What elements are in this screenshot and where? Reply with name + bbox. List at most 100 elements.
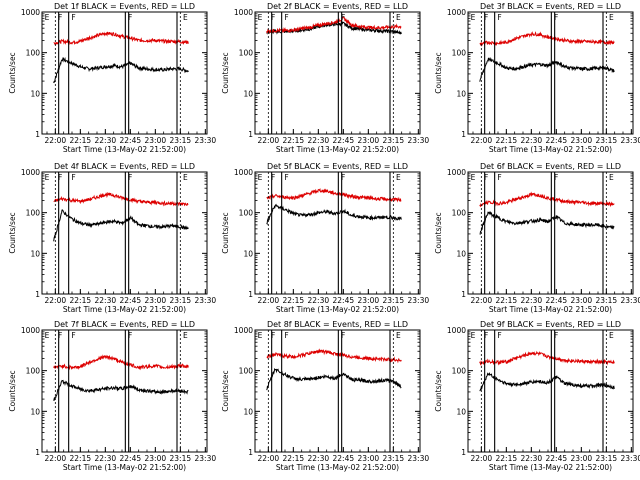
x-tick-label: 23:30 <box>621 296 640 305</box>
x-axis-title: Start Time (13-May-02 21:52:00) <box>489 145 612 154</box>
region-label: F <box>497 13 501 22</box>
panel-title: Det 2f BLACK = Events, RED = LLD <box>267 2 408 11</box>
y-tick-label: 1 <box>248 130 253 139</box>
region-label: F <box>284 331 288 340</box>
region-label: F <box>497 331 501 340</box>
x-tick-label: 22:45 <box>546 296 568 305</box>
x-tick-label: 22:30 <box>521 136 543 145</box>
y-axis-title: Counts/sec <box>434 52 443 93</box>
y-tick-label: 1 <box>461 290 466 299</box>
x-tick-label: 23:00 <box>358 454 380 463</box>
y-tick-label: 1000 <box>447 8 466 17</box>
x-axis-title: Start Time (13-May-02 21:52:00) <box>489 463 612 472</box>
x-tick-label: 23:00 <box>145 136 167 145</box>
x-tick-label: 22:45 <box>120 454 142 463</box>
x-axis-title: Start Time (13-May-02 21:52:00) <box>63 463 186 472</box>
x-tick-label: 22:15 <box>496 136 518 145</box>
x-tick-label: 22:00 <box>471 296 493 305</box>
y-tick-label: 100 <box>452 367 467 376</box>
region-label: F <box>284 173 288 182</box>
plot-frame <box>254 171 421 295</box>
y-tick-label: 1000 <box>21 168 40 177</box>
region-label: F <box>128 13 132 22</box>
y-tick-label: 1 <box>248 448 253 457</box>
region-label: E <box>471 13 476 22</box>
region-label: F <box>554 331 558 340</box>
events-series-line <box>479 372 615 392</box>
region-label: F <box>484 173 488 182</box>
x-tick-label: 22:45 <box>333 296 355 305</box>
events-series-line <box>266 367 402 391</box>
x-tick-label: 23:15 <box>383 296 405 305</box>
y-tick-label: 10 <box>30 249 40 258</box>
x-tick-label: 22:30 <box>308 136 330 145</box>
lld-series-line <box>266 187 402 203</box>
y-tick-label: 10 <box>456 249 466 258</box>
x-tick-label: 23:30 <box>621 136 640 145</box>
y-tick-label: 100 <box>26 49 41 58</box>
region-label: F <box>341 331 345 340</box>
region-label: F <box>484 13 488 22</box>
panel-title: Det 4f BLACK = Events, RED = LLD <box>54 162 195 171</box>
region-label: E <box>609 173 614 182</box>
region-label: F <box>58 13 62 22</box>
lld-series-line <box>479 31 615 47</box>
x-tick-label: 23:15 <box>170 136 192 145</box>
region-label: F <box>71 331 75 340</box>
lld-series-line <box>266 348 402 364</box>
y-axis-title: Counts/sec <box>434 370 443 411</box>
y-axis-title: Counts/sec <box>221 212 230 253</box>
y-tick-label: 10 <box>456 407 466 416</box>
region-label: E <box>471 173 476 182</box>
region-label: F <box>484 331 488 340</box>
y-axis-title: Counts/sec <box>8 370 17 411</box>
plot-frame <box>467 171 634 295</box>
x-tick-label: 22:00 <box>45 136 67 145</box>
x-axis-title: Start Time (13-May-02 21:52:00) <box>63 145 186 154</box>
lld-series-line <box>53 191 189 207</box>
x-tick-label: 22:30 <box>95 454 117 463</box>
region-label: E <box>396 331 401 340</box>
y-tick-label: 1 <box>35 290 40 299</box>
panel-title: Det 3f BLACK = Events, RED = LLD <box>480 2 621 11</box>
x-tick-label: 22:00 <box>45 454 67 463</box>
y-axis-title: Counts/sec <box>8 52 17 93</box>
y-tick-label: 1 <box>35 130 40 139</box>
region-label: E <box>258 13 263 22</box>
y-tick-label: 100 <box>239 49 254 58</box>
x-tick-label: 22:45 <box>333 136 355 145</box>
plot-frame <box>41 11 208 135</box>
x-tick-label: 23:00 <box>571 296 593 305</box>
x-tick-label: 23:15 <box>170 296 192 305</box>
y-tick-label: 100 <box>239 209 254 218</box>
x-tick-label: 22:00 <box>45 296 67 305</box>
events-series-line <box>53 379 189 401</box>
y-tick-label: 1000 <box>234 8 253 17</box>
region-label: F <box>554 173 558 182</box>
x-tick-label: 22:30 <box>521 454 543 463</box>
panel-title: Det 1f BLACK = Events, RED = LLD <box>54 2 195 11</box>
x-tick-label: 22:15 <box>283 454 305 463</box>
y-tick-label: 10 <box>456 89 466 98</box>
plot-frame <box>41 329 208 453</box>
x-tick-label: 22:45 <box>546 136 568 145</box>
y-tick-label: 10 <box>30 89 40 98</box>
events-series-line <box>53 56 189 84</box>
x-tick-label: 22:15 <box>496 454 518 463</box>
y-tick-label: 1000 <box>234 168 253 177</box>
x-tick-label: 23:15 <box>596 136 618 145</box>
panel-title: Det 8f BLACK = Events, RED = LLD <box>267 320 408 329</box>
region-label: F <box>341 13 345 22</box>
x-tick-label: 23:30 <box>195 454 217 463</box>
region-label: F <box>71 13 75 22</box>
y-tick-label: 1000 <box>447 326 466 335</box>
lld-series-line <box>479 350 615 366</box>
x-tick-label: 23:15 <box>383 136 405 145</box>
x-tick-label: 22:15 <box>283 136 305 145</box>
x-tick-label: 22:00 <box>471 454 493 463</box>
region-label: F <box>71 173 75 182</box>
